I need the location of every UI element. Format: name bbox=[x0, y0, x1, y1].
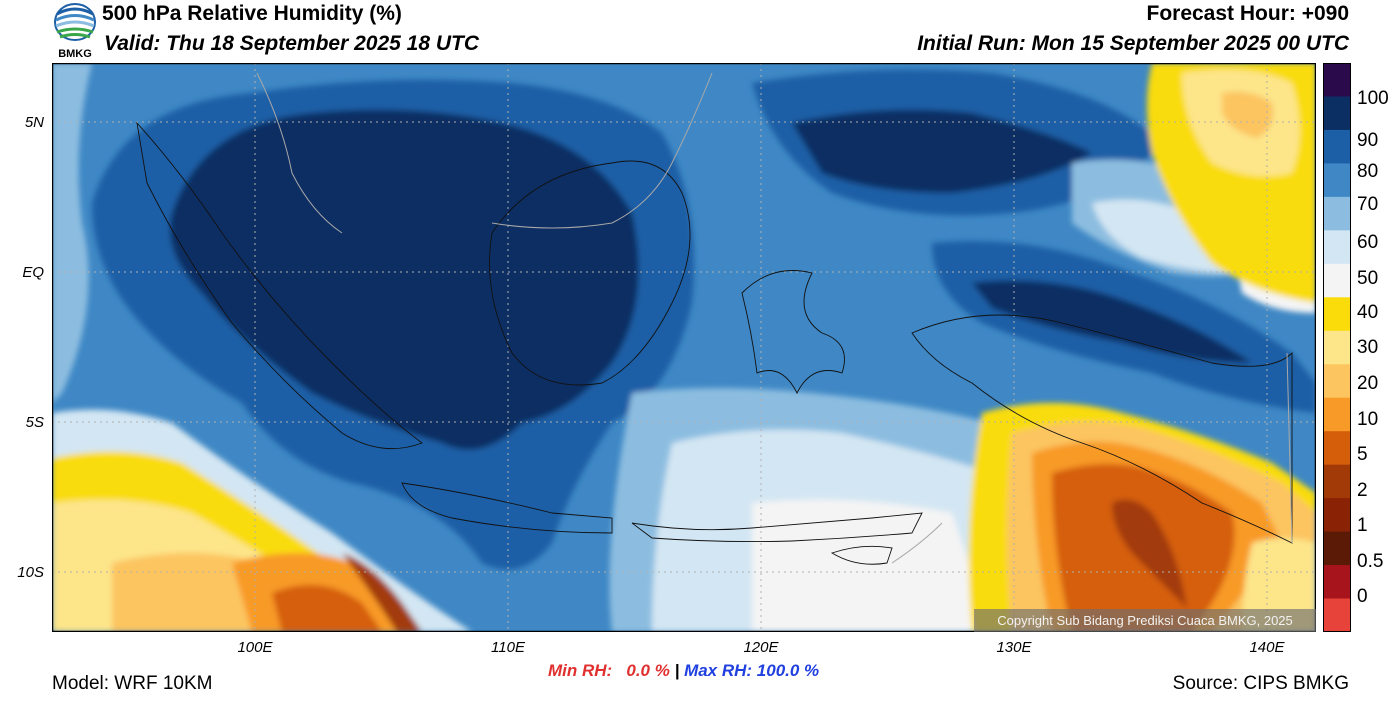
colorbar-swatch bbox=[1323, 263, 1351, 298]
colorbar-swatch bbox=[1323, 464, 1351, 499]
lon-label-100e: 100E bbox=[237, 639, 273, 656]
min-rh: Min RH: 0.0 % bbox=[548, 661, 670, 680]
colorbar-swatch bbox=[1323, 498, 1351, 533]
colorbar-swatch bbox=[1323, 63, 1351, 97]
logo-text: BMKG bbox=[58, 48, 92, 60]
colorbar-label: 60 bbox=[1357, 232, 1379, 253]
colorbar-label: 90 bbox=[1357, 130, 1379, 151]
colorbar-swatch bbox=[1323, 163, 1351, 198]
lon-label-110e: 110E bbox=[491, 639, 525, 656]
colorbar-label: 0.5 bbox=[1357, 551, 1384, 572]
min-max-separator: | bbox=[669, 661, 685, 680]
model-name: Model: WRF 10KM bbox=[52, 673, 213, 694]
copyright-note: Copyright Sub Bidang Prediksi Cuaca BMKG… bbox=[974, 609, 1316, 632]
colorbar-label: 70 bbox=[1357, 194, 1379, 215]
graticule bbox=[52, 63, 1316, 632]
colorbar-label: 20 bbox=[1357, 373, 1379, 394]
colorbar-label: 100 bbox=[1357, 88, 1389, 109]
humidity-map bbox=[52, 63, 1316, 632]
colorbar-label: 40 bbox=[1357, 302, 1379, 323]
colorbar-label: 2 bbox=[1357, 480, 1368, 501]
colorbar-swatch bbox=[1323, 397, 1351, 432]
lat-label-5s: 5S bbox=[25, 414, 44, 431]
humidity-field bbox=[52, 63, 1316, 632]
colorbar-swatch bbox=[1323, 598, 1351, 632]
colorbar-swatch bbox=[1323, 531, 1351, 566]
colorbar-label: 10 bbox=[1357, 409, 1379, 430]
lat-label-eq: EQ bbox=[22, 264, 44, 281]
colorbar bbox=[1323, 63, 1351, 632]
colorbar-swatch bbox=[1323, 129, 1351, 164]
borders bbox=[256, 72, 1293, 564]
colorbar-border bbox=[1323, 63, 1351, 632]
colorbar-label: 80 bbox=[1357, 161, 1379, 182]
colorbar-swatch bbox=[1323, 230, 1351, 265]
colorbar-swatch bbox=[1323, 330, 1351, 365]
lon-label-120e: 120E bbox=[743, 639, 779, 656]
colorbar-label: 5 bbox=[1357, 444, 1368, 465]
colorbar-label: 0 bbox=[1357, 586, 1368, 607]
colorbar-swatch bbox=[1323, 364, 1351, 399]
initial-run: Initial Run: Mon 15 September 2025 00 UT… bbox=[917, 32, 1349, 55]
lon-label-130e: 130E bbox=[996, 639, 1032, 656]
valid-time: Valid: Thu 18 September 2025 18 UTC bbox=[104, 32, 480, 55]
coastlines bbox=[136, 121, 1293, 565]
forecast-hour: Forecast Hour: +090 bbox=[1146, 2, 1350, 25]
max-rh: Max RH: 100.0 % bbox=[684, 661, 820, 680]
colorbar-swatch bbox=[1323, 297, 1351, 332]
colorbar-label: 1 bbox=[1357, 515, 1368, 536]
colorbar-label: 30 bbox=[1357, 337, 1379, 358]
colorbar-label: 50 bbox=[1357, 268, 1379, 289]
lon-label-140e: 140E bbox=[1249, 639, 1285, 656]
colorbar-swatch bbox=[1323, 96, 1351, 131]
map-title: 500 hPa Relative Humidity (%) bbox=[102, 2, 402, 25]
colorbar-swatch bbox=[1323, 565, 1351, 600]
colorbar-swatch bbox=[1323, 196, 1351, 231]
lat-label-5n: 5N bbox=[24, 114, 44, 131]
min-max-readout: Min RH: 0.0 % | Max RH: 100.0 % bbox=[548, 661, 819, 681]
bmkg-logo-icon: BMKG bbox=[54, 3, 96, 60]
colorbar-swatch bbox=[1323, 431, 1351, 466]
lat-label-10s: 10S bbox=[17, 564, 44, 581]
source-label: Source: CIPS BMKG bbox=[1172, 673, 1349, 694]
